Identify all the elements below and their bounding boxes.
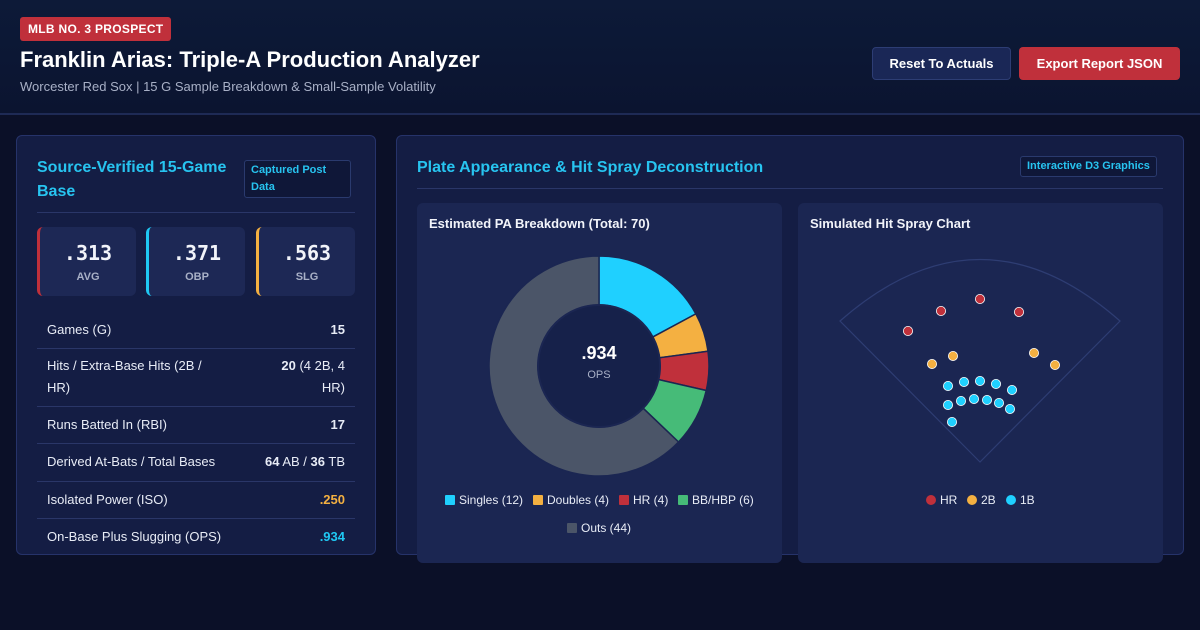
stat-card-avg: .313 AVG	[37, 227, 136, 296]
spray-point-1b[interactable]	[946, 416, 957, 427]
spray-point-1b[interactable]	[942, 399, 953, 410]
spray-point-1b[interactable]	[974, 375, 985, 386]
row-value: 15	[330, 322, 345, 337]
stat-row-rbi: Runs Batted In (RBI) 17	[37, 407, 355, 444]
legend-label: 1B	[1020, 493, 1035, 507]
stat-row-iso: Isolated Power (ISO) .250	[37, 482, 355, 519]
spray-point-2b[interactable]	[926, 359, 937, 370]
pa-spray-title: Plate Appearance & Hit Spray Deconstruct…	[417, 159, 764, 176]
row-value: 17	[330, 417, 345, 432]
stat-label: SLG	[295, 271, 319, 283]
legend-label: 2B	[981, 493, 996, 507]
captured-post-data-tag: Captured Post Data	[244, 160, 351, 198]
stat-label: AVG	[76, 271, 100, 283]
row-label: Runs Batted In (RBI)	[47, 417, 167, 432]
spray-chart-title: Simulated Hit Spray Chart	[810, 216, 971, 231]
legend-swatch	[567, 523, 577, 533]
legend-item[interactable]: 2B	[967, 493, 996, 507]
header: MLB NO. 3 PROSPECT Franklin Arias: Tripl…	[0, 0, 1200, 115]
prospect-badge: MLB NO. 3 PROSPECT	[20, 17, 172, 41]
legend-item[interactable]: 1B	[1006, 493, 1035, 507]
legend-item[interactable]: Outs (44)	[567, 521, 631, 535]
legend-dot	[967, 495, 977, 505]
spray-point-1b[interactable]	[1004, 403, 1015, 414]
row-value: 20 (4 2B, 4 HR)	[281, 358, 345, 395]
row-label: Derived At-Bats / Total Bases	[47, 454, 216, 469]
legend-item[interactable]: HR (4)	[619, 493, 668, 507]
legend-label: Outs (44)	[581, 521, 632, 535]
stat-value: .313	[63, 241, 113, 265]
base-stats-panel: Source-Verified 15-Game Base Captured Po…	[16, 135, 376, 555]
stat-row-ab-tb: Derived At-Bats / Total Bases 64 AB / 36…	[37, 444, 355, 482]
spray-point-1b[interactable]	[958, 376, 969, 387]
reset-to-actuals-button[interactable]: Reset To Actuals	[872, 47, 1011, 80]
export-report-json-button[interactable]: Export Report JSON	[1019, 47, 1180, 80]
field-outline	[839, 259, 1121, 463]
spray-chart[interactable]	[798, 243, 1163, 503]
row-value: .250	[319, 492, 345, 507]
spray-point-1b[interactable]	[993, 397, 1004, 408]
spray-legend: HR 2B 1B	[798, 493, 1163, 513]
legend-label: Doubles (4)	[547, 493, 610, 507]
donut-hole	[537, 304, 661, 428]
legend-item[interactable]: BB/HBP (6)	[678, 493, 754, 507]
spray-point-hr[interactable]	[903, 326, 914, 337]
stat-card-obp: .371 OBP	[146, 227, 245, 296]
divider	[417, 188, 1163, 189]
spray-point-hr[interactable]	[1013, 307, 1024, 318]
spray-point-2b[interactable]	[1028, 348, 1039, 359]
spray-point-1b[interactable]	[955, 395, 966, 406]
spray-point-1b[interactable]	[968, 393, 979, 404]
spray-point-2b[interactable]	[947, 351, 958, 362]
divider	[37, 212, 355, 213]
legend-dot	[1006, 495, 1016, 505]
spray-point-1b[interactable]	[990, 378, 1001, 389]
spray-chart-card: Simulated Hit Spray Chart HR 2B 1B	[798, 203, 1163, 563]
legend-item[interactable]: HR	[926, 493, 957, 507]
spray-point-1b[interactable]	[1006, 384, 1017, 395]
stat-row-ops: On-Base Plus Slugging (OPS) .934	[37, 519, 355, 556]
interactive-d3-tag: Interactive D3 Graphics	[1020, 156, 1157, 177]
stat-row-games: Games (G) 15	[37, 312, 355, 349]
row-label: Games (G)	[47, 322, 112, 337]
legend-swatch	[678, 495, 688, 505]
legend-item[interactable]: Singles (12)	[445, 493, 523, 507]
spray-point-1b[interactable]	[942, 380, 953, 391]
legend-label: Singles (12)	[459, 493, 524, 507]
row-value: 64 AB / 36 TB	[264, 454, 345, 469]
row-label: On-Base Plus Slugging (OPS)	[47, 529, 222, 544]
legend-label: HR (4)	[633, 493, 669, 507]
stat-label: OBP	[185, 271, 209, 283]
stat-card-slg: .563 SLG	[256, 227, 355, 296]
donut-center-value: .934	[581, 343, 616, 363]
pa-donut-chart[interactable]: .934 OPS	[417, 243, 782, 503]
row-label: Hits / Extra-Base Hits (2B / HR)	[47, 358, 202, 395]
legend-swatch	[533, 495, 543, 505]
pa-breakdown-card: Estimated PA Breakdown (Total: 70) .934 …	[417, 203, 782, 563]
legend-dot	[926, 495, 936, 505]
spray-point-hr[interactable]	[935, 306, 946, 317]
donut-center-label: OPS	[587, 369, 610, 381]
pa-breakdown-title: Estimated PA Breakdown (Total: 70)	[429, 216, 650, 231]
row-value: .934	[319, 529, 345, 544]
legend-swatch	[445, 495, 455, 505]
stat-row-hits: Hits / Extra-Base Hits (2B / HR) 20 (4 2…	[37, 349, 355, 407]
spray-point-1b[interactable]	[981, 394, 992, 405]
legend-swatch	[619, 495, 629, 505]
base-stats-title: Source-Verified 15-Game Base	[37, 159, 227, 200]
pa-spray-panel: Plate Appearance & Hit Spray Deconstruct…	[396, 135, 1184, 563]
page-title: Franklin Arias: Triple-A Production Anal…	[20, 47, 480, 72]
stat-value: .371	[172, 241, 222, 265]
spray-point-2b[interactable]	[1049, 360, 1060, 371]
pa-legend: Singles (12) Doubles (4) HR (4) BB/HBP (6) O…	[417, 493, 782, 543]
legend-label: BB/HBP (6)	[692, 493, 754, 507]
legend-label: HR	[940, 493, 958, 507]
row-label: Isolated Power (ISO)	[47, 492, 168, 507]
legend-item[interactable]: Doubles (4)	[533, 493, 609, 507]
page-subtitle: Worcester Red Sox | 15 G Sample Breakdow…	[20, 79, 436, 94]
stat-value: .563	[282, 241, 332, 265]
spray-point-hr[interactable]	[974, 294, 985, 305]
